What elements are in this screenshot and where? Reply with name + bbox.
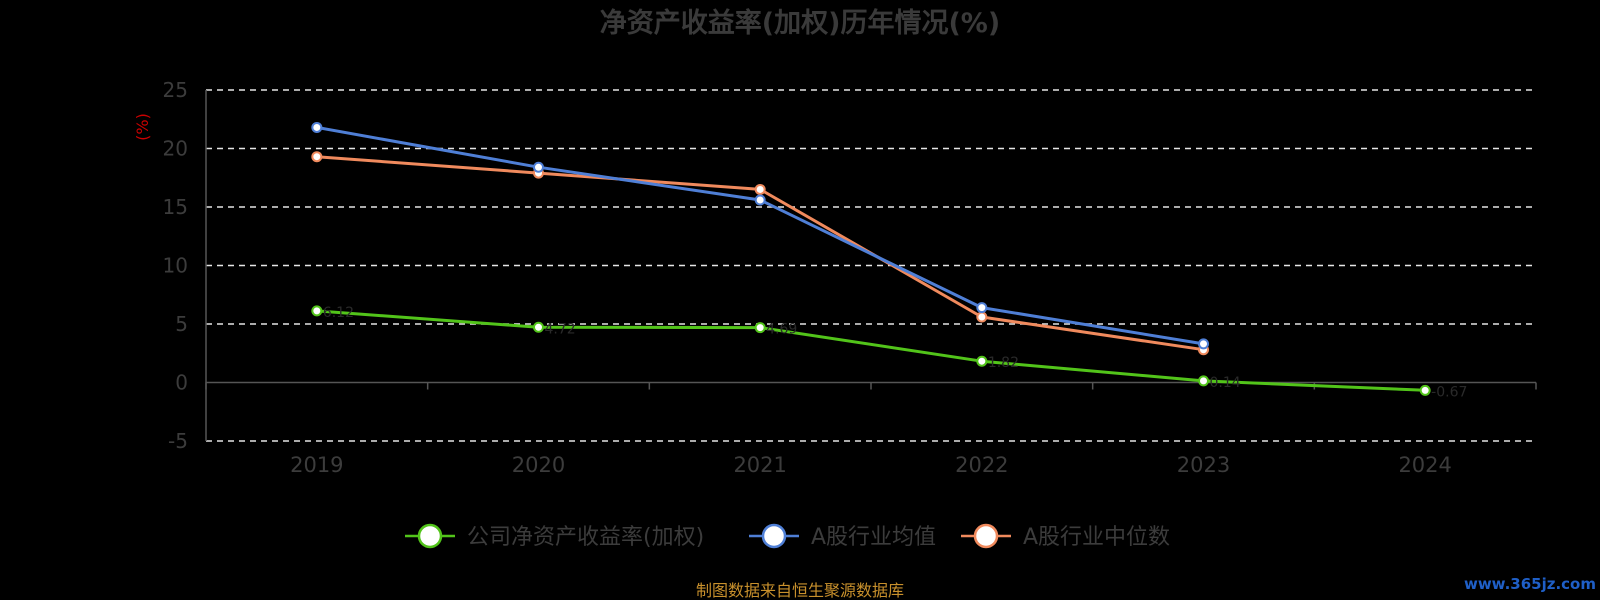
data-point — [754, 194, 766, 206]
data-point — [311, 305, 323, 317]
data-point — [1198, 338, 1209, 350]
legend-label: A股行业均值 — [811, 525, 936, 550]
y-tick-label: 15 — [163, 195, 188, 219]
chart-title: 净资产收益率(加权)历年情况(%) — [600, 7, 1000, 39]
y-tick-label: 0 — [175, 371, 188, 395]
data-point — [533, 161, 544, 173]
watermark: www.365jz.com — [1464, 575, 1596, 593]
data-labels: 6.12 4.72 4.69 1.82 0.14 -0.67 — [323, 305, 1468, 400]
data-point — [976, 311, 988, 323]
y-axis-label: (%) — [133, 113, 152, 141]
data-point — [1419, 384, 1431, 396]
legend-marker — [417, 523, 443, 549]
legend-item-2[interactable]: A股行业中位数 — [961, 523, 1170, 550]
data-label: 6.12 — [323, 305, 354, 321]
legend-item-1[interactable]: A股行业均值 — [749, 523, 936, 550]
y-tick-label: 10 — [163, 254, 188, 278]
axes: 25 20 15 10 5 0 -5 2019 2020 2021 2022 2023 2024 — [163, 78, 1537, 477]
x-tick-label: 2021 — [733, 453, 786, 477]
legend-marker — [761, 523, 787, 549]
legend-label: A股行业中位数 — [1023, 525, 1170, 550]
legend: 公司净资产收益率(加权) A股行业均值 A股行业中位数 — [405, 523, 1170, 550]
y-tick-label: 5 — [175, 312, 188, 336]
legend-marker — [973, 523, 999, 549]
x-tick-label: 2019 — [290, 453, 343, 477]
data-point — [754, 322, 766, 334]
data-point — [1198, 375, 1209, 387]
data-label: 4.72 — [545, 321, 576, 337]
x-tick-label: 2023 — [1177, 453, 1230, 477]
y-tick-label: -5 — [168, 429, 188, 453]
data-label: 1.82 — [988, 355, 1019, 371]
series-lines — [311, 121, 1431, 396]
data-point — [533, 321, 544, 333]
data-point — [311, 151, 323, 163]
data-point — [976, 302, 988, 314]
data-label: -0.67 — [1431, 384, 1467, 400]
legend-label: 公司净资产收益率(加权) — [467, 525, 704, 550]
data-source: 制图数据来自恒生聚源数据库 — [696, 581, 904, 600]
series-line-1 — [316, 125, 1204, 346]
data-point — [754, 183, 766, 195]
legend-item-0[interactable]: 公司净资产收益率(加权) — [405, 523, 704, 550]
x-tick-label: 2020 — [512, 453, 565, 477]
series-line-0 — [316, 309, 1426, 392]
x-tick-label: 2022 — [955, 453, 1008, 477]
x-tick-label: 2024 — [1398, 453, 1451, 477]
data-label: 0.14 — [1210, 375, 1241, 391]
data-point — [976, 355, 988, 367]
data-point — [311, 121, 323, 133]
y-tick-label: 25 — [163, 78, 188, 102]
data-label: 4.69 — [766, 322, 797, 338]
y-tick-label: 20 — [163, 137, 188, 161]
